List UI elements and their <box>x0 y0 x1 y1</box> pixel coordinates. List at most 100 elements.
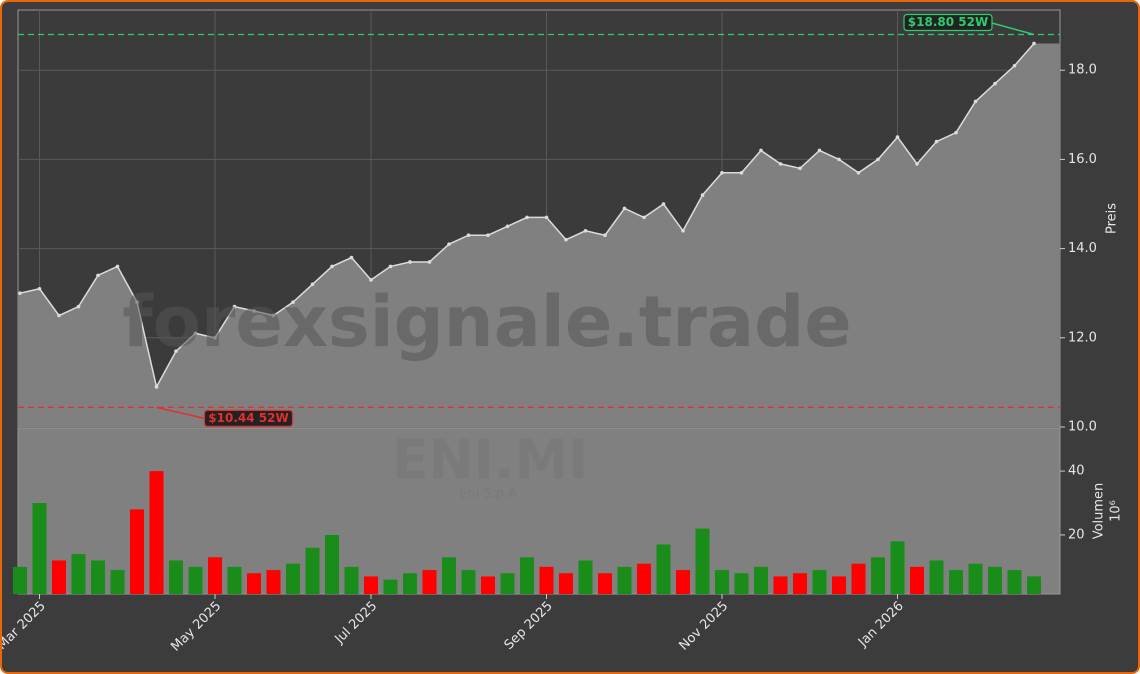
volume-bar <box>617 566 632 594</box>
price-point <box>661 202 666 206</box>
x-tick-label: Jan 2026 <box>855 599 907 651</box>
price-point <box>291 300 295 304</box>
price-point <box>252 309 256 313</box>
price-point <box>310 282 315 287</box>
plot-background <box>17 427 1061 595</box>
volume-bar <box>539 566 554 594</box>
volume-bar <box>169 560 183 594</box>
volume-bar <box>1027 576 1041 594</box>
price-point <box>564 237 568 242</box>
price-point <box>1012 63 1017 68</box>
watermark-symbol: ENI.MI <box>392 429 589 492</box>
volume-bar <box>208 557 222 594</box>
y-tick-label: 40 <box>1068 464 1085 479</box>
y-axis-label: Preis <box>1105 203 1120 234</box>
price-point <box>798 166 802 171</box>
volume-bar <box>383 579 398 594</box>
price-point <box>408 260 412 264</box>
price-point <box>681 228 685 233</box>
price-point <box>856 170 861 175</box>
volume-bar <box>149 471 164 594</box>
price-area <box>18 43 1060 428</box>
price-point <box>447 242 451 246</box>
volume-bar <box>305 547 320 594</box>
y-tick-label: 10.0 <box>1068 420 1097 435</box>
price-point <box>388 264 393 269</box>
volume-bar <box>266 570 281 594</box>
price-point <box>154 385 159 389</box>
volume-bar <box>520 557 534 594</box>
price-point <box>37 286 42 291</box>
volume-bar <box>481 576 495 594</box>
volume-bar <box>500 573 515 594</box>
price-point <box>583 228 588 233</box>
price-point <box>544 215 549 220</box>
price-point <box>603 233 607 238</box>
volume-bar <box>988 566 1002 594</box>
volume-bar <box>754 566 768 594</box>
y-tick-label: 16.0 <box>1068 152 1097 167</box>
volume-bar <box>559 573 573 594</box>
volume-bar <box>968 563 983 594</box>
price-point <box>174 349 178 353</box>
y-tick-label: 18.0 <box>1068 63 1097 78</box>
volume-bar <box>247 573 261 594</box>
price-point <box>271 313 276 318</box>
y-tick-label: 20 <box>1068 527 1085 542</box>
price-point <box>135 300 139 304</box>
volume-bar <box>227 566 242 594</box>
price-point <box>232 304 237 309</box>
volume-bar <box>851 563 866 594</box>
volume-bar <box>598 573 612 594</box>
price-point <box>700 193 705 197</box>
price-point <box>759 148 763 153</box>
x-tick-label: Mar 2025 <box>2 599 49 653</box>
price-point <box>486 233 490 238</box>
price-point <box>778 162 783 166</box>
x-tick-label: Jul 2025 <box>332 599 381 648</box>
price-point <box>1032 41 1036 46</box>
x-tick-label: May 2025 <box>168 599 224 655</box>
volume-bar <box>71 554 86 594</box>
volume-bar <box>637 563 651 594</box>
price-point <box>349 255 354 260</box>
volume-bar <box>130 509 144 594</box>
volume-bar <box>32 503 47 594</box>
annotation-arrow <box>156 406 205 420</box>
price-point <box>622 206 627 211</box>
price-point <box>427 260 432 264</box>
x-tick-label: Sep 2025 <box>502 599 556 653</box>
volume-bar <box>188 566 203 594</box>
price-point <box>954 130 958 135</box>
volume-bar <box>929 560 944 594</box>
price-point <box>837 157 841 162</box>
price-point <box>934 139 939 144</box>
volume-bar <box>871 557 885 594</box>
volume-bar <box>793 573 807 594</box>
volume-bar <box>344 566 359 594</box>
volume-bar <box>715 570 729 594</box>
annotation-label: $10.44 52W <box>208 411 288 425</box>
price-point <box>973 99 978 104</box>
volume-bar <box>656 544 671 594</box>
volume-bar <box>422 570 437 594</box>
annotation-box <box>903 13 993 32</box>
volume-bar <box>695 528 710 594</box>
annotation-label: $18.80 52W <box>908 15 988 29</box>
volume-bar <box>110 570 125 594</box>
volume-bar <box>832 576 846 594</box>
price-point <box>115 264 120 269</box>
price-point <box>876 157 880 162</box>
price-point <box>330 264 334 269</box>
y-tick-label: 12.0 <box>1068 330 1097 345</box>
volume-bar <box>442 557 456 594</box>
volume-bar <box>325 534 339 594</box>
price-point <box>895 135 900 139</box>
price-point <box>57 313 61 318</box>
volume-bar <box>949 570 963 594</box>
price-point <box>525 215 529 220</box>
y-axis-unit: 10⁶ <box>1109 500 1124 522</box>
volume-bar <box>403 573 417 594</box>
price-point <box>213 336 217 340</box>
